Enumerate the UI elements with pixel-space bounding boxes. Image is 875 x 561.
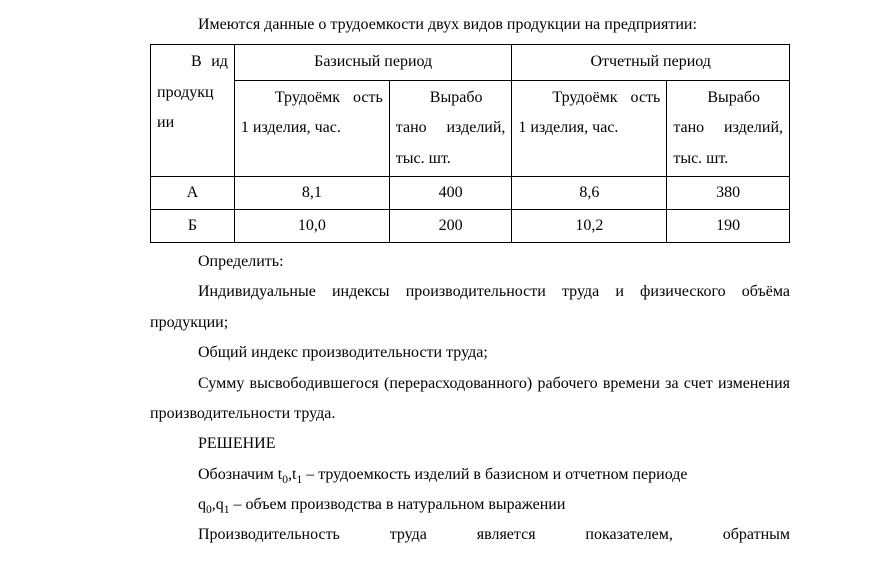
col-header-product: В ид продукц ии [151, 45, 235, 177]
task-line-2: Общий индекс производительности труда; [150, 338, 790, 368]
intro-text: Имеются данные о трудоемкости двух видов… [150, 10, 790, 40]
table-header-row-2: Трудоёмк ость 1 изделия, час. Вырабо тан… [151, 80, 790, 176]
table-row: А 8,1 400 8,6 380 [151, 176, 790, 209]
cell-label: А [151, 176, 235, 209]
col-header-report-period: Отчетный период [512, 45, 790, 80]
cell-t0: 10,0 [234, 209, 389, 242]
solution-line-3: Производительность труда является показа… [150, 520, 790, 550]
cell-t1: 8,6 [512, 176, 667, 209]
text-fragment: – объем производства в натуральном выраж… [230, 496, 566, 513]
task-line-1: Индивидуальные индексы производительност… [150, 277, 790, 338]
solution-heading: РЕШЕНИЕ [150, 429, 790, 459]
task-line-3: Сумму высвободившегося (перерасходованно… [150, 369, 790, 430]
col-header-base-period: Базисный период [234, 45, 512, 80]
subhead-report-laborcost: Трудоёмк ость 1 изделия, час. [512, 80, 667, 176]
determine-heading: Определить: [150, 247, 790, 277]
cell-t0: 8,1 [234, 176, 389, 209]
text-fragment: ,q [212, 496, 224, 513]
cell-q0: 400 [389, 176, 512, 209]
subhead-report-output: Вырабо тано изделий, тыс. шт. [667, 80, 790, 176]
table-row: Б 10,0 200 10,2 190 [151, 209, 790, 242]
text-fragment: q [198, 496, 206, 513]
cell-label: Б [151, 209, 235, 242]
cell-q0: 200 [389, 209, 512, 242]
cell-q1: 380 [667, 176, 790, 209]
solution-line-2: q0,q1 – объем производства в натуральном… [150, 490, 790, 520]
solution-line-1: Обозначим t0,t1 – трудоемкость изделий в… [150, 460, 790, 490]
cell-q1: 190 [667, 209, 790, 242]
table-header-row-1: В ид продукц ии Базисный период Отчетный… [151, 45, 790, 80]
subhead-base-output: Вырабо тано изделий, тыс. шт. [389, 80, 512, 176]
subhead-base-laborcost: Трудоёмк ость 1 изделия, час. [234, 80, 389, 176]
data-table: В ид продукц ии Базисный период Отчетный… [150, 44, 790, 243]
text-fragment: – трудоемкость изделий в базисном и отче… [302, 466, 687, 483]
page: Имеются данные о трудоемкости двух видов… [0, 0, 875, 561]
cell-t1: 10,2 [512, 209, 667, 242]
text-fragment: Обозначим t [198, 466, 282, 483]
